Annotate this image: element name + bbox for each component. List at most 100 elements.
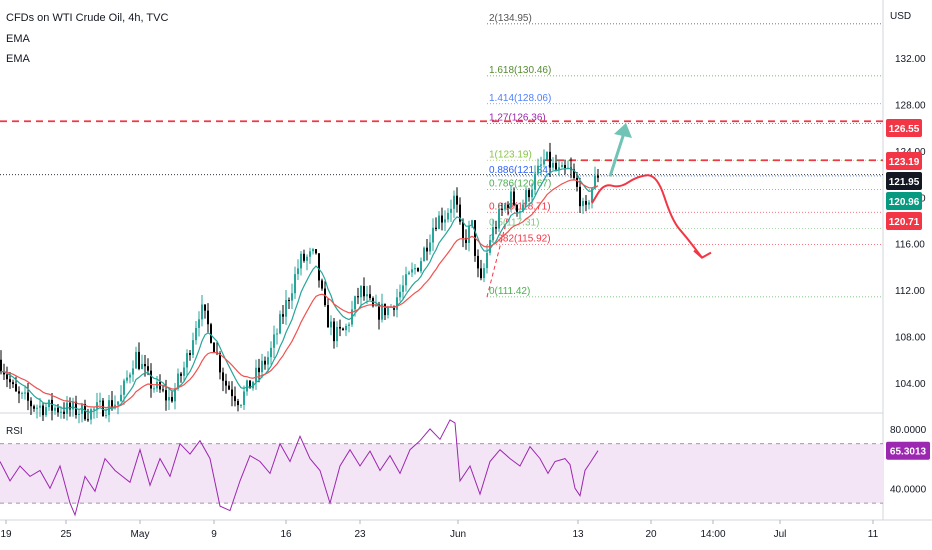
candle-body bbox=[426, 247, 428, 252]
candle-body bbox=[555, 162, 557, 170]
candle-body bbox=[147, 366, 149, 371]
candle-body bbox=[498, 208, 500, 229]
candle-body bbox=[576, 177, 578, 187]
candle-body bbox=[33, 406, 35, 409]
rsi-label: RSI bbox=[6, 426, 23, 437]
candle-body bbox=[510, 191, 512, 208]
candle-body bbox=[24, 392, 26, 394]
candle-body bbox=[198, 319, 200, 328]
candle-body bbox=[18, 391, 20, 394]
candle-body bbox=[345, 325, 347, 331]
candle-body bbox=[99, 400, 101, 403]
fib-level-label: 1(123.19) bbox=[489, 149, 532, 160]
fib-level-label: 1.414(128.06) bbox=[489, 93, 551, 104]
ema-indicator-1[interactable]: EMA bbox=[6, 33, 30, 45]
candle-body bbox=[42, 405, 44, 416]
candle-body bbox=[186, 353, 188, 368]
candle-body bbox=[450, 208, 452, 213]
rsi-value-tag-text: 65.3013 bbox=[890, 447, 927, 458]
candle-body bbox=[495, 227, 497, 229]
candle-body bbox=[234, 396, 236, 402]
candle-body bbox=[15, 384, 17, 392]
candle-body bbox=[543, 159, 545, 165]
candle-body bbox=[507, 204, 509, 208]
candle-body bbox=[165, 390, 167, 401]
ema-indicator-2[interactable]: EMA bbox=[6, 53, 30, 65]
candle-body bbox=[432, 227, 434, 243]
candle-body bbox=[273, 334, 275, 348]
candle-body bbox=[174, 388, 176, 402]
x-tick-label: 16 bbox=[280, 529, 292, 540]
candle-body bbox=[579, 186, 581, 207]
candle-body bbox=[585, 200, 587, 205]
candle-body bbox=[591, 188, 593, 203]
ema-fast-line bbox=[0, 167, 599, 414]
candle-body bbox=[162, 389, 164, 391]
candle-body bbox=[321, 280, 323, 289]
y-tick-label: 104.00 bbox=[895, 379, 926, 390]
candle-body bbox=[387, 307, 389, 316]
candle-body bbox=[213, 342, 215, 352]
candle-body bbox=[552, 162, 554, 168]
candle-body bbox=[27, 392, 29, 401]
x-tick-label: 14:00 bbox=[700, 529, 725, 540]
x-tick-label: Jul bbox=[774, 529, 787, 540]
candle-body bbox=[330, 321, 332, 328]
candle-body bbox=[135, 351, 137, 369]
candle-body bbox=[87, 419, 89, 421]
candle-body bbox=[558, 167, 560, 170]
candle-body bbox=[561, 165, 563, 168]
candle-body bbox=[231, 389, 233, 397]
candle-body bbox=[153, 388, 155, 390]
rsi-tick-label: 40.0000 bbox=[890, 484, 927, 495]
candle-body bbox=[150, 370, 152, 389]
candle-body bbox=[105, 415, 107, 417]
candle-body bbox=[582, 200, 584, 207]
candle-body bbox=[294, 274, 296, 294]
candle-body bbox=[243, 391, 245, 405]
fib-level-label: 0.886(121.84) bbox=[489, 165, 551, 176]
candle-body bbox=[549, 151, 551, 168]
candle-body bbox=[483, 268, 485, 279]
candle-body bbox=[573, 169, 575, 178]
candle-body bbox=[408, 272, 410, 275]
candle-body bbox=[516, 204, 518, 212]
candle-body bbox=[327, 305, 329, 328]
candle-body bbox=[534, 173, 536, 190]
rsi-value-tag-bg bbox=[886, 441, 930, 460]
candle-body bbox=[270, 347, 272, 358]
candle-body bbox=[423, 247, 425, 262]
candle-body bbox=[462, 221, 464, 239]
x-tick-label: 20 bbox=[645, 529, 657, 540]
candle-body bbox=[414, 268, 416, 270]
candle-body bbox=[420, 261, 422, 272]
candle-body bbox=[240, 404, 242, 406]
candle-body bbox=[195, 327, 197, 341]
candle-body bbox=[207, 310, 209, 325]
price-tag-value: 121.95 bbox=[889, 177, 920, 188]
candle-body bbox=[501, 208, 503, 210]
candle-body bbox=[309, 251, 311, 257]
candle-body bbox=[456, 195, 458, 205]
candle-body bbox=[333, 321, 335, 342]
candle-body bbox=[108, 400, 110, 416]
candle-body bbox=[9, 379, 11, 383]
candle-body bbox=[72, 401, 74, 410]
candle-body bbox=[537, 165, 539, 174]
x-tick-label: 23 bbox=[354, 529, 366, 540]
candle-body bbox=[246, 380, 248, 392]
candle-body bbox=[315, 249, 317, 254]
fib-level-label: 0.382(115.92) bbox=[489, 234, 551, 245]
candle-body bbox=[51, 399, 53, 411]
x-tick-label: May bbox=[131, 529, 150, 540]
price-tag-bg bbox=[886, 212, 922, 230]
candle-body bbox=[132, 368, 134, 375]
candle-body bbox=[594, 175, 596, 189]
candle-body bbox=[126, 377, 128, 381]
x-tick-label: 9 bbox=[211, 529, 217, 540]
candle-body bbox=[369, 294, 371, 299]
candle-body bbox=[120, 394, 122, 402]
candle-body bbox=[93, 408, 95, 410]
price-tag-value: 123.19 bbox=[889, 157, 920, 168]
